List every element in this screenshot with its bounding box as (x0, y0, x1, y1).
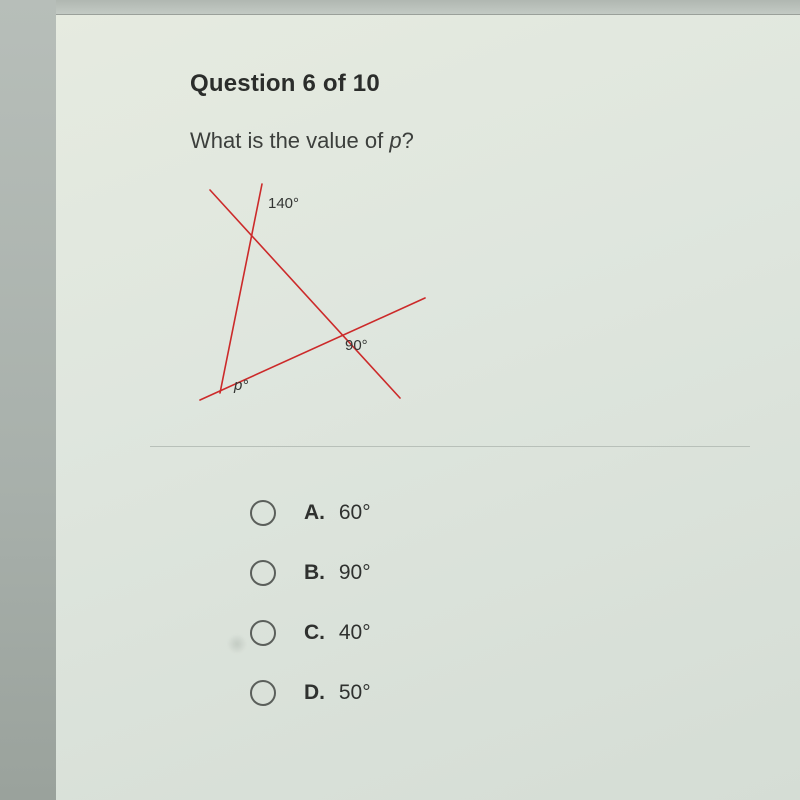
radio-icon[interactable] (250, 500, 276, 526)
diagram-svg: 140° 90° p° (190, 178, 450, 413)
question-number: Question 6 of 10 (190, 70, 380, 98)
option-letter: C. (304, 621, 325, 644)
option-value: 40° (339, 621, 371, 644)
option-b[interactable]: B. 90° (250, 560, 371, 586)
option-value: 50° (339, 681, 371, 704)
option-value: 90° (339, 561, 371, 584)
option-label: A. 60° (304, 501, 371, 525)
scuff-mark (226, 635, 248, 653)
top-edge-bar (56, 0, 800, 15)
option-letter: D. (304, 681, 325, 704)
option-a[interactable]: A. 60° (250, 500, 371, 526)
option-label: C. 40° (304, 621, 371, 645)
prompt-variable: p (389, 128, 401, 153)
option-c[interactable]: C. 40° (250, 620, 371, 646)
radio-icon[interactable] (250, 680, 276, 706)
left-edge-strip (0, 0, 58, 800)
answer-options: A. 60° B. 90° C. 40° D. 50° (250, 500, 371, 740)
prompt-suffix: ? (402, 128, 414, 153)
radio-icon[interactable] (250, 560, 276, 586)
option-label: B. 90° (304, 561, 371, 585)
radio-icon[interactable] (250, 620, 276, 646)
option-label: D. 50° (304, 681, 371, 705)
option-d[interactable]: D. 50° (250, 680, 371, 706)
angle-diagram: 140° 90° p° (190, 178, 450, 413)
prompt-prefix: What is the value of (190, 128, 389, 153)
option-letter: A. (304, 501, 325, 524)
svg-text:90°: 90° (345, 337, 368, 354)
svg-text:p°: p° (233, 377, 248, 394)
divider (150, 446, 750, 447)
option-value: 60° (339, 501, 371, 524)
option-letter: B. (304, 561, 325, 584)
svg-text:140°: 140° (268, 195, 299, 212)
question-prompt: What is the value of p? (190, 128, 414, 154)
